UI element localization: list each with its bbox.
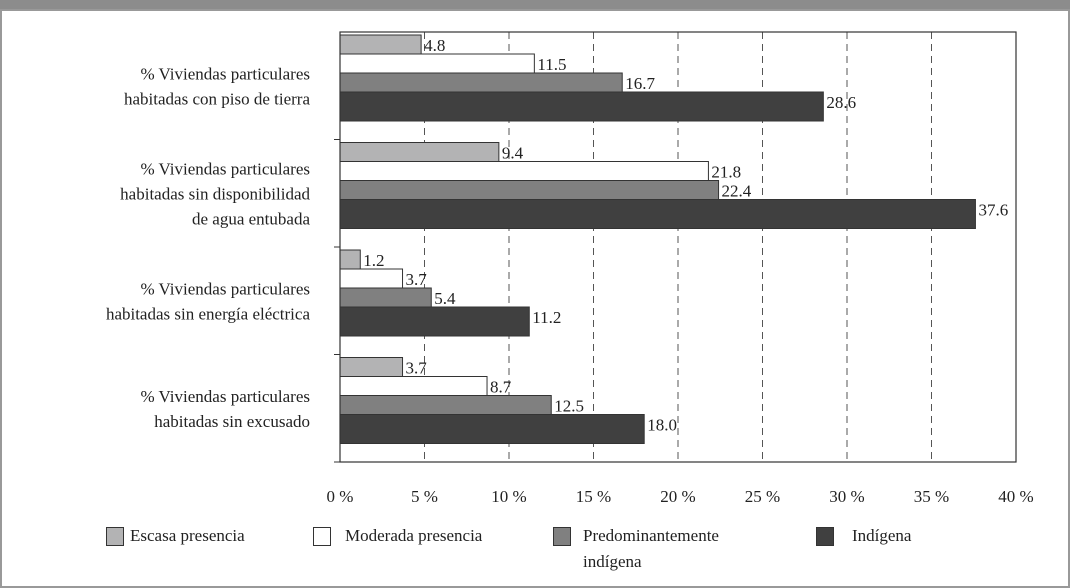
bar bbox=[339, 414, 645, 444]
value-label: 5.4 bbox=[434, 289, 456, 308]
value-label: 21.8 bbox=[711, 163, 741, 182]
category-label: % Viviendas particulares bbox=[140, 159, 310, 178]
value-label: 9.4 bbox=[502, 144, 524, 163]
x-tick-label: 0 % bbox=[327, 487, 354, 506]
value-label: 11.5 bbox=[537, 55, 566, 74]
category-label: habitadas con piso de tierra bbox=[124, 89, 310, 108]
x-tick-label: 20 % bbox=[660, 487, 695, 506]
x-tick-label: 30 % bbox=[829, 487, 864, 506]
x-tick-label: 15 % bbox=[576, 487, 611, 506]
value-label: 12.5 bbox=[554, 397, 584, 416]
x-tick-label: 25 % bbox=[745, 487, 780, 506]
value-label: 18.0 bbox=[647, 416, 677, 435]
value-label: 11.2 bbox=[532, 308, 561, 327]
x-tick-label: 10 % bbox=[491, 487, 526, 506]
value-label: 22.4 bbox=[722, 182, 752, 201]
category-label: de agua entubada bbox=[192, 209, 310, 228]
value-label: 28.6 bbox=[826, 93, 856, 112]
value-label: 4.8 bbox=[424, 36, 445, 55]
value-label: 37.6 bbox=[978, 201, 1008, 220]
bar bbox=[339, 199, 976, 229]
grid bbox=[334, 32, 1017, 463]
value-label: 8.7 bbox=[490, 378, 512, 397]
x-tick-label: 35 % bbox=[914, 487, 949, 506]
legend-label: Predominantemente indígena bbox=[583, 526, 719, 571]
x-tick-label: 5 % bbox=[411, 487, 438, 506]
value-label: 3.7 bbox=[406, 270, 428, 289]
bar bbox=[339, 91, 824, 122]
x-tick-label: 40 % bbox=[998, 487, 1033, 506]
legend-label: Escasa presencia bbox=[130, 526, 245, 545]
legend-swatch bbox=[816, 527, 834, 546]
category-label: habitadas sin disponibilidad bbox=[120, 184, 310, 203]
legend-label: Moderada presencia bbox=[345, 526, 483, 545]
bars bbox=[339, 34, 976, 444]
category-label: % Viviendas particulares bbox=[140, 64, 310, 83]
value-label: 16.7 bbox=[625, 74, 655, 93]
outer-frame bbox=[0, 9, 1070, 588]
category-label: % Viviendas particulares bbox=[140, 387, 310, 406]
value-label: 3.7 bbox=[406, 359, 428, 378]
category-label: habitadas sin energía eléctrica bbox=[106, 304, 311, 323]
legend-label: Indígena bbox=[852, 526, 912, 545]
value-label: 1.2 bbox=[363, 251, 384, 270]
plot-frame bbox=[339, 31, 1017, 463]
category-label: % Viviendas particulares bbox=[140, 279, 310, 298]
category-label: habitadas sin excusado bbox=[154, 412, 310, 431]
legend-swatch bbox=[106, 527, 124, 546]
top-band bbox=[0, 0, 1070, 10]
legend-swatch bbox=[313, 527, 331, 546]
legend-swatch bbox=[553, 527, 571, 546]
labels: 0 % 5 % 10 % 15 % 20 % 25 % 30 % 35 % 40 % % Vivi… bbox=[106, 36, 1034, 506]
bar bbox=[339, 306, 530, 337]
